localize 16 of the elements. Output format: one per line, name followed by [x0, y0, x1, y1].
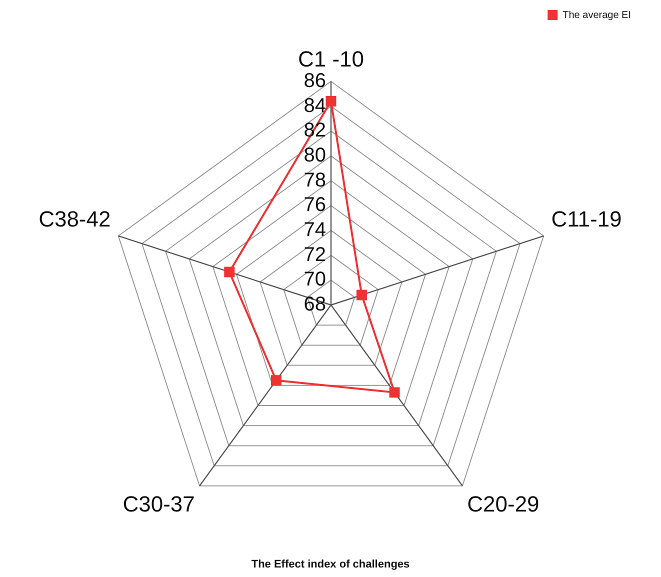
y-tick-label: 76	[304, 194, 326, 216]
legend-label: The average EI	[562, 10, 631, 21]
text: The Effect index of challenges	[251, 558, 410, 570]
y-tick-label: 72	[304, 244, 326, 266]
spoke-label: C38-42	[38, 206, 111, 232]
y-tick-label: 80	[304, 144, 326, 166]
spoke-label: C20-29	[467, 492, 540, 517]
y-tick-label: 70	[304, 268, 326, 291]
y-tick-label: 86	[304, 70, 326, 92]
spoke-label: C30-37	[122, 492, 195, 517]
y-tick-label: 84	[304, 94, 326, 117]
spoke-label: C1 -10	[298, 46, 364, 72]
y-tick-label: 68	[304, 294, 326, 316]
y-tick-label: 78	[304, 169, 326, 192]
y-tick-label: 74	[304, 218, 326, 241]
spoke-label: C11-19	[551, 206, 622, 232]
